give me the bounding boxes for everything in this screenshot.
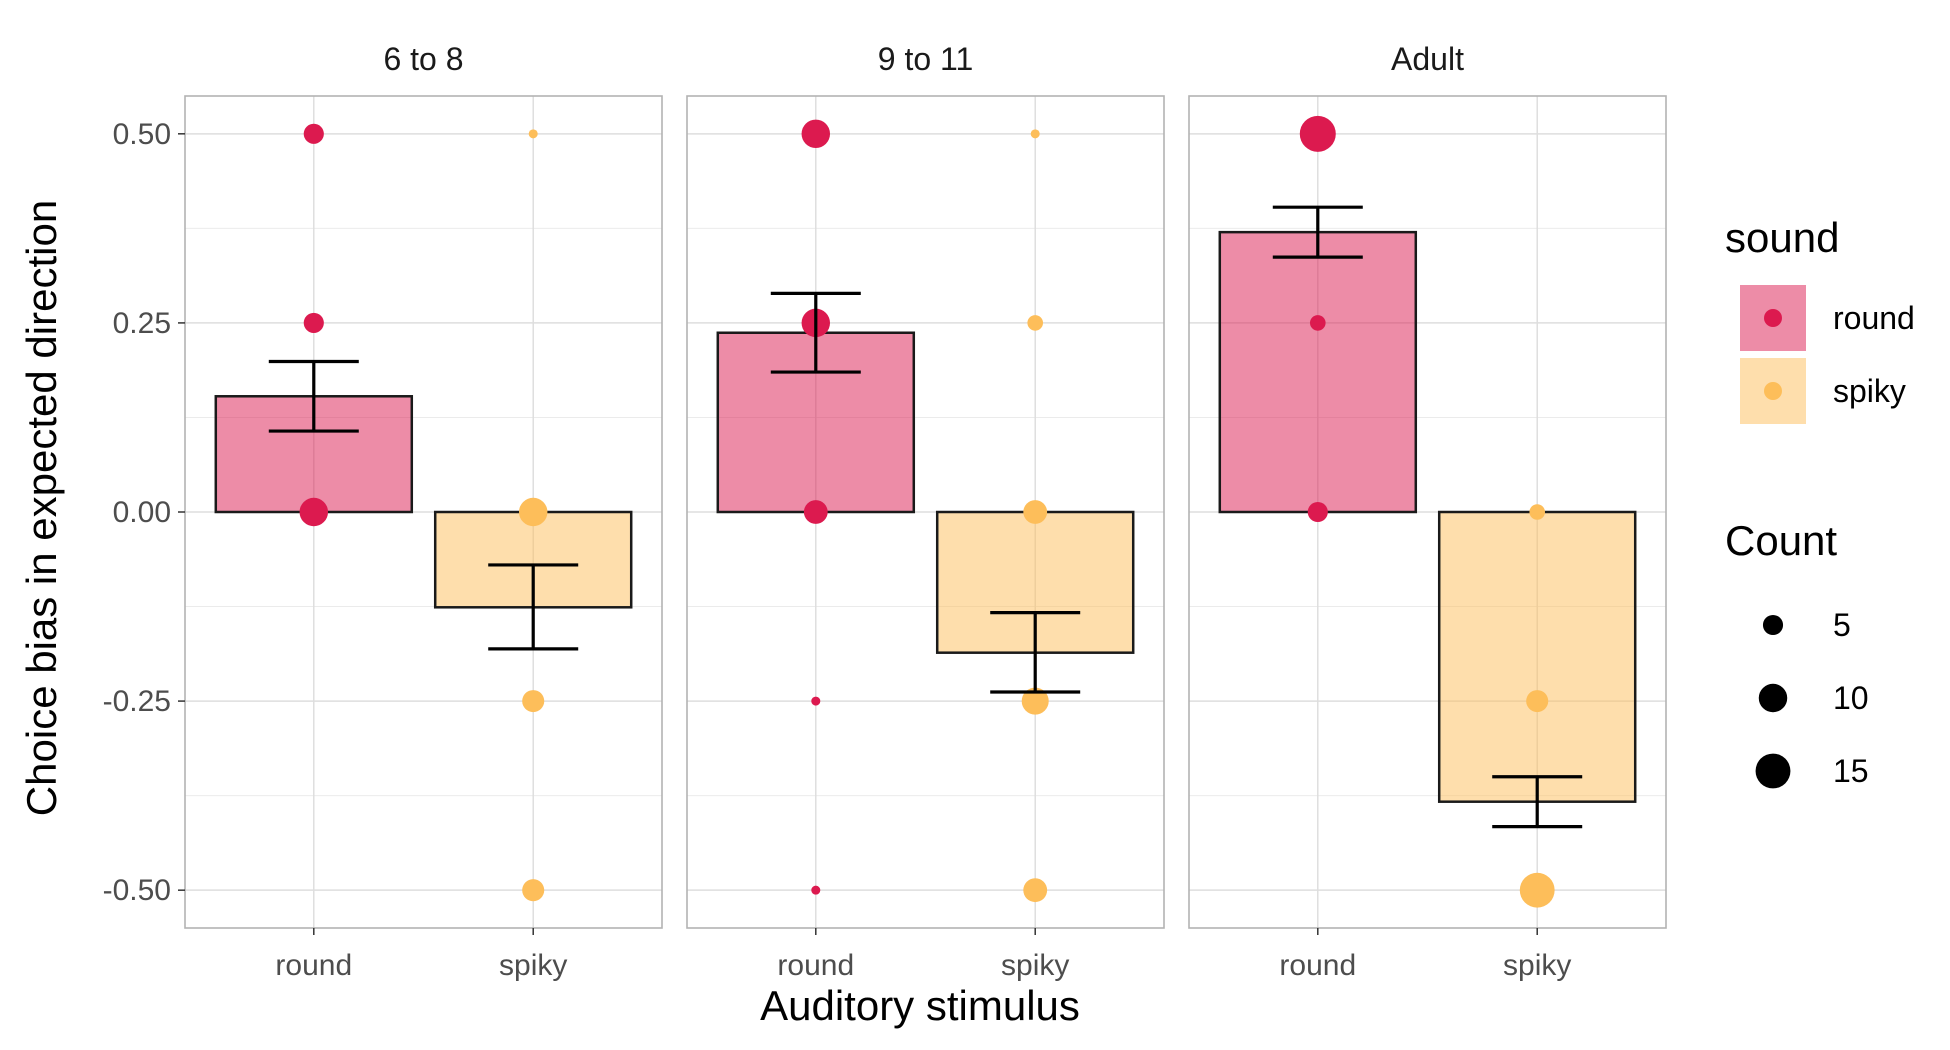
panel-plot-area xyxy=(185,96,662,928)
legend-size-label: 5 xyxy=(1833,607,1851,643)
legend-size-point xyxy=(1762,614,1784,636)
facet-label: 6 to 8 xyxy=(383,41,463,77)
x-tick-label: spiky xyxy=(1503,949,1571,982)
panel-1: 9 to 11 round spiky xyxy=(686,41,1165,982)
point-round xyxy=(303,123,324,144)
x-tick-label: round xyxy=(275,949,352,982)
x-axis-title: Auditory stimulus xyxy=(760,982,1080,1029)
y-tick-label: 0.50 xyxy=(113,118,171,151)
legend-label-spiky: spiky xyxy=(1833,373,1906,409)
point-round xyxy=(811,885,821,895)
point-round xyxy=(811,696,821,706)
point-round xyxy=(1309,315,1326,331)
point-spiky xyxy=(1027,315,1044,331)
error-bar-spiky xyxy=(488,563,579,651)
point-spiky xyxy=(522,690,545,713)
point-spiky xyxy=(1529,504,1546,520)
legend-size-label: 10 xyxy=(1833,680,1869,716)
point-spiky xyxy=(1021,687,1049,715)
panel-border xyxy=(1188,95,1667,929)
panel-2: Adult round spiky xyxy=(1188,41,1667,982)
point-spiky xyxy=(1023,878,1048,903)
y-axis-title: Choice bias in expected direction xyxy=(18,200,65,816)
x-tick-label: spiky xyxy=(499,949,567,982)
panel-0: 6 to 8 round spiky xyxy=(184,41,663,982)
facet-label: 9 to 11 xyxy=(878,41,973,77)
bar-spiky xyxy=(1437,510,1637,803)
panel-plot-area xyxy=(1189,96,1666,928)
legend-size-label: 15 xyxy=(1833,753,1869,789)
legend: sound Count round spiky 5 10 15 xyxy=(1725,214,1915,789)
x-tick-label: round xyxy=(777,949,854,982)
bar-round xyxy=(1218,230,1418,514)
point-round xyxy=(801,119,831,149)
y-tick-label: 0.25 xyxy=(113,307,171,340)
point-spiky xyxy=(528,129,538,139)
legend-size-point xyxy=(1755,753,1791,789)
legend-label-round: round xyxy=(1833,300,1915,336)
point-spiky xyxy=(1030,129,1040,139)
point-spiky xyxy=(522,879,545,902)
y-tick-label: 0.00 xyxy=(113,496,171,529)
y-tick-label: -0.25 xyxy=(103,685,171,718)
facet-panels: 6 to 8 round spiky 9 to 11 round spiky Adult ro… xyxy=(184,41,1667,982)
legend-size-point xyxy=(1758,683,1788,713)
error-bar-round xyxy=(1272,205,1363,259)
point-spiky xyxy=(518,497,548,527)
point-spiky xyxy=(1519,872,1555,908)
error-bar-spiky xyxy=(1492,775,1583,829)
panel-border xyxy=(686,95,1165,929)
error-bar-round xyxy=(268,359,359,433)
x-tick-label: round xyxy=(1279,949,1356,982)
point-round xyxy=(1299,115,1336,152)
axes: Auditory stimulus Choice bias in expecte… xyxy=(18,118,1080,1029)
error-bar-spiky xyxy=(990,610,1081,694)
panel-plot-area xyxy=(687,96,1164,928)
legend-point-round xyxy=(1764,309,1782,327)
point-round xyxy=(1307,501,1328,523)
point-spiky xyxy=(1023,500,1048,524)
legend-point-spiky xyxy=(1764,382,1782,400)
point-round xyxy=(303,312,324,333)
x-tick-label: spiky xyxy=(1001,949,1069,982)
point-round xyxy=(803,500,828,524)
point-round xyxy=(299,497,329,527)
error-bar-round xyxy=(770,291,861,374)
legend-size-title: Count xyxy=(1725,517,1837,564)
legend-fill-title: sound xyxy=(1725,214,1839,261)
y-tick-label: -0.50 xyxy=(103,874,171,907)
point-spiky xyxy=(1526,690,1549,713)
facet-label: Adult xyxy=(1391,41,1464,77)
